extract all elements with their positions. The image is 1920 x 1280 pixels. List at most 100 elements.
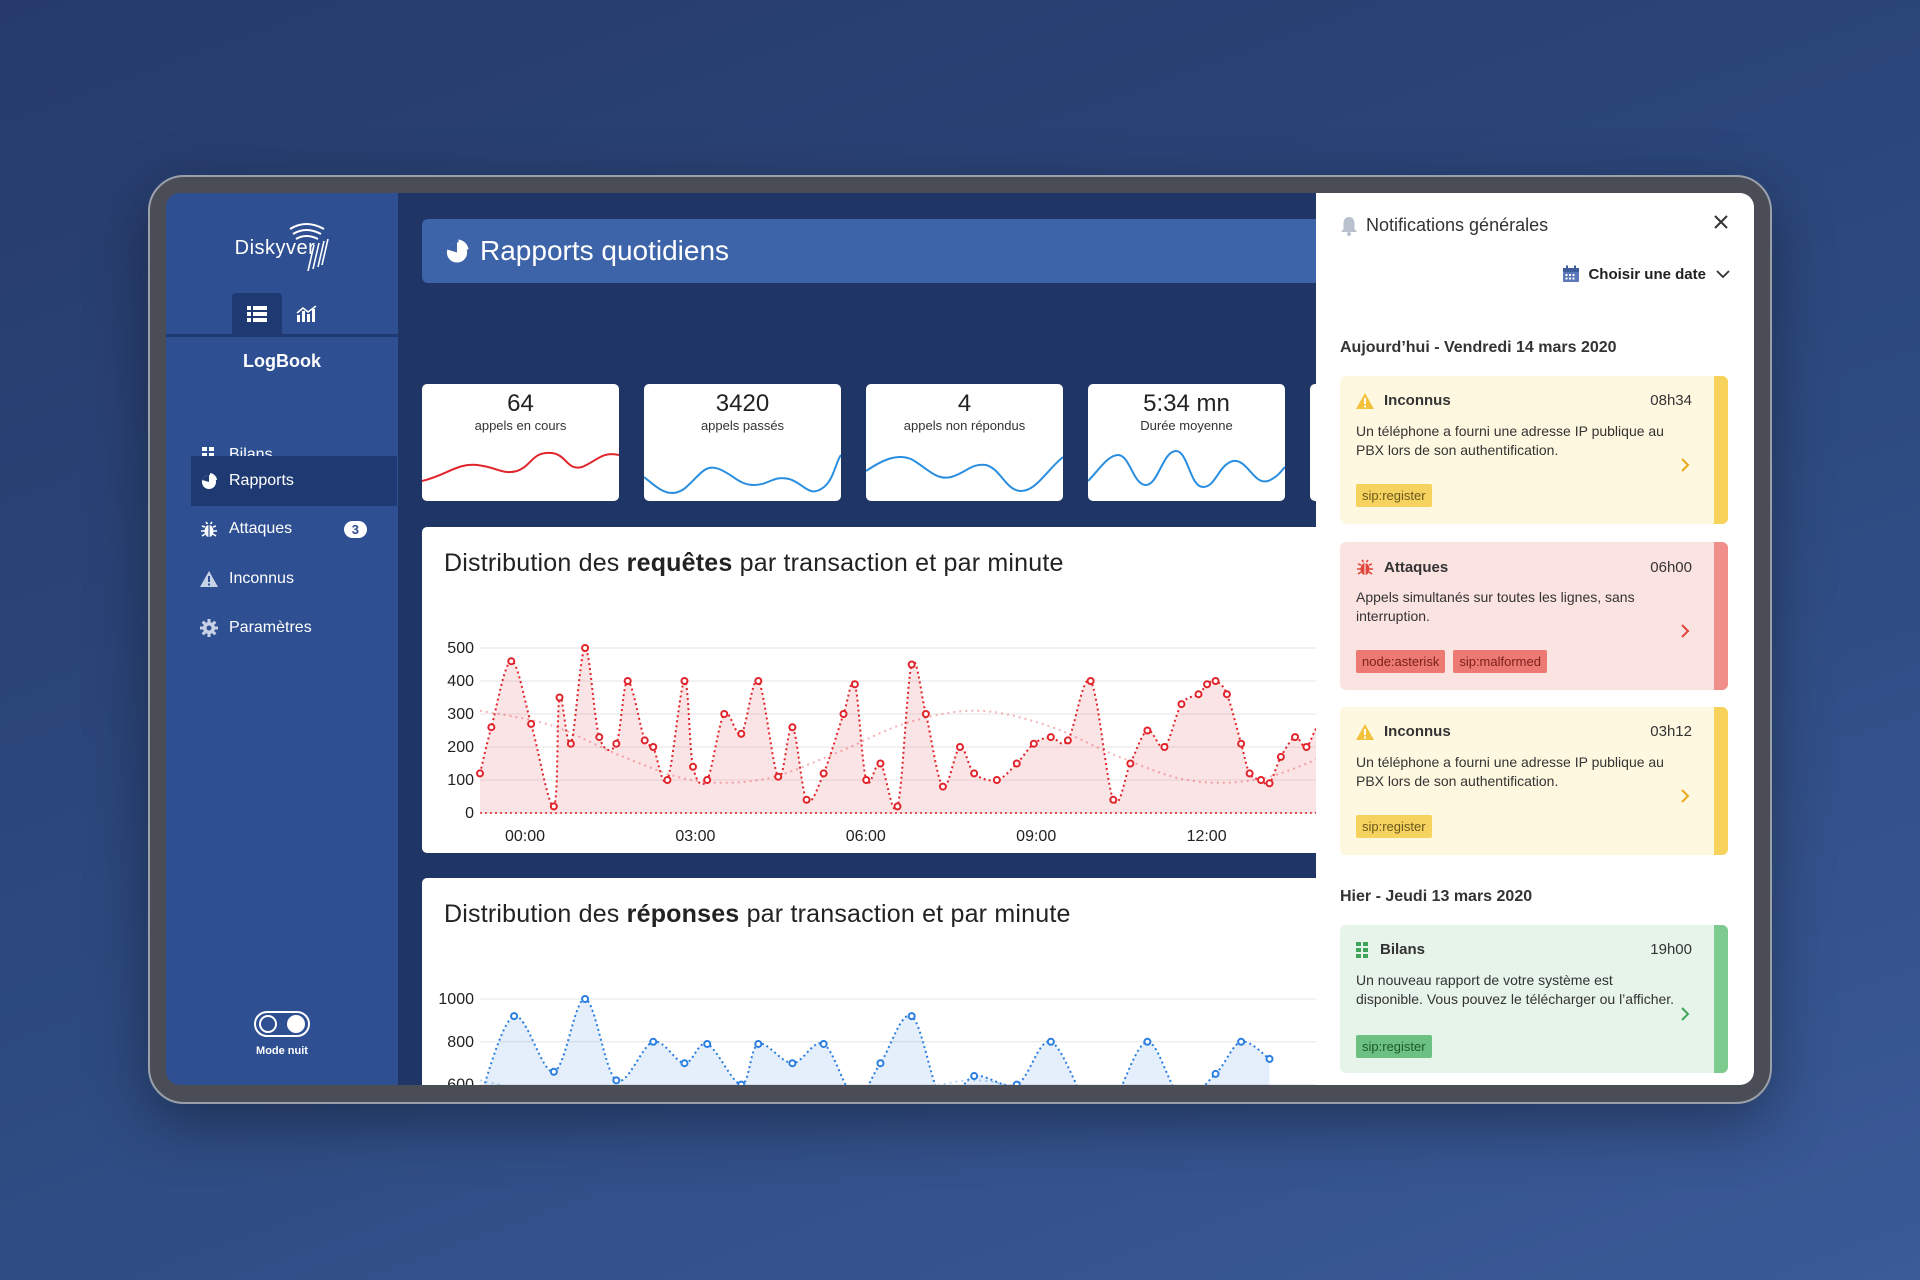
bell-icon [1340, 216, 1358, 236]
data-point[interactable] [1063, 736, 1072, 745]
data-point[interactable] [1302, 743, 1311, 751]
data-point[interactable] [1265, 779, 1274, 788]
data-point[interactable] [507, 657, 516, 666]
data-point[interactable] [1237, 739, 1246, 748]
data-point[interactable] [992, 776, 1001, 784]
tab-list-view[interactable] [232, 293, 282, 334]
data-point[interactable] [510, 1012, 519, 1021]
tag[interactable]: node:asterisk [1356, 650, 1446, 673]
data-point[interactable] [1291, 733, 1300, 742]
data-point[interactable] [487, 723, 496, 732]
data-point[interactable] [476, 769, 484, 778]
data-point[interactable] [862, 776, 871, 784]
data-point[interactable] [1012, 759, 1021, 768]
tag[interactable]: sip:register [1356, 815, 1432, 838]
data-point[interactable] [595, 733, 604, 742]
data-point[interactable] [689, 762, 697, 771]
data-point[interactable] [754, 677, 763, 685]
chevron-right-icon[interactable] [1680, 1007, 1690, 1021]
data-point[interactable] [970, 769, 979, 778]
data-point[interactable] [921, 710, 930, 718]
data-point[interactable] [555, 693, 564, 702]
data-point[interactable] [938, 782, 947, 791]
data-point[interactable] [1046, 733, 1055, 742]
data-point[interactable] [623, 677, 632, 685]
data-point[interactable] [1211, 677, 1220, 685]
data-point[interactable] [907, 660, 916, 669]
data-point[interactable] [1086, 677, 1095, 685]
data-point[interactable] [754, 1039, 763, 1048]
data-point[interactable] [549, 802, 558, 811]
data-point[interactable] [1245, 769, 1254, 778]
data-point[interactable] [703, 776, 712, 784]
tab-chart-view[interactable] [282, 293, 332, 334]
tag[interactable]: sip:malformed [1453, 650, 1547, 673]
data-point[interactable] [1143, 1037, 1152, 1046]
sidebar-item-parametres[interactable]: Paramètres [191, 604, 397, 652]
data-point[interactable] [1203, 680, 1212, 689]
data-point[interactable] [1046, 1037, 1055, 1046]
data-point[interactable] [612, 739, 621, 748]
data-point[interactable] [1276, 752, 1285, 761]
data-point[interactable] [1265, 1054, 1274, 1063]
data-point[interactable] [680, 677, 689, 685]
notification-card[interactable]: Inconnus 08h34 Un téléphone a fourni une… [1340, 376, 1728, 524]
data-point[interactable] [802, 795, 811, 804]
data-point[interactable] [1237, 1037, 1246, 1046]
data-point[interactable] [581, 995, 590, 1003]
close-button[interactable] [1710, 211, 1732, 233]
data-point[interactable] [549, 1067, 558, 1076]
data-point[interactable] [907, 1012, 916, 1021]
chevron-right-icon[interactable] [1680, 789, 1690, 803]
data-point[interactable] [1222, 690, 1231, 699]
data-point[interactable] [819, 1039, 828, 1048]
data-point[interactable] [1109, 795, 1118, 804]
data-point[interactable] [893, 802, 902, 811]
data-point[interactable] [850, 680, 859, 689]
data-point[interactable] [819, 769, 828, 778]
data-point[interactable] [680, 1059, 689, 1068]
sidebar-item-rapports[interactable]: Rapports [191, 456, 397, 506]
data-point[interactable] [720, 710, 729, 718]
data-point[interactable] [876, 759, 885, 768]
chevron-right-icon[interactable] [1680, 624, 1690, 638]
data-point[interactable] [703, 1039, 712, 1048]
tag[interactable]: sip:register [1356, 484, 1432, 507]
chevron-right-icon[interactable] [1680, 458, 1690, 472]
data-point[interactable] [1160, 743, 1169, 751]
data-point[interactable] [839, 710, 848, 718]
data-point[interactable] [955, 743, 964, 751]
data-point[interactable] [970, 1072, 979, 1081]
notification-card[interactable]: Bilans 19h00 Un nouveau rapport de votre… [1340, 925, 1728, 1073]
sidebar-item-inconnus[interactable]: Inconnus [191, 555, 397, 603]
data-point[interactable] [527, 719, 536, 728]
night-mode-toggle[interactable] [254, 1011, 310, 1037]
data-point[interactable] [1177, 700, 1186, 709]
data-point[interactable] [1143, 726, 1152, 735]
notification-card[interactable]: Inconnus 03h12 Un téléphone a fourni une… [1340, 707, 1728, 855]
data-point[interactable] [737, 729, 746, 738]
data-point[interactable] [1029, 739, 1038, 748]
data-point[interactable] [1126, 759, 1135, 768]
data-point[interactable] [649, 1037, 658, 1046]
data-point[interactable] [612, 1076, 621, 1085]
data-point[interactable] [663, 776, 672, 784]
sidebar-item-attaques[interactable]: Attaques 3 [191, 505, 397, 553]
data-point[interactable] [1012, 1080, 1021, 1085]
data-point[interactable] [566, 739, 575, 748]
data-point[interactable] [788, 1059, 797, 1068]
data-point[interactable] [1257, 776, 1265, 784]
data-point[interactable] [649, 743, 658, 751]
data-point[interactable] [1211, 1069, 1220, 1078]
data-point[interactable] [640, 736, 649, 745]
tag[interactable]: sip:register [1356, 1035, 1432, 1058]
y-tick-label: 400 [447, 673, 474, 690]
data-point[interactable] [581, 644, 590, 652]
data-point[interactable] [1194, 690, 1203, 699]
data-point[interactable] [876, 1059, 885, 1068]
data-point[interactable] [788, 723, 797, 732]
date-picker[interactable]: Choisir une date [1562, 265, 1730, 283]
notification-card[interactable]: Attaques 06h00 Appels simultanés sur tou… [1340, 542, 1728, 690]
data-point[interactable] [737, 1080, 746, 1085]
data-point[interactable] [774, 772, 783, 781]
